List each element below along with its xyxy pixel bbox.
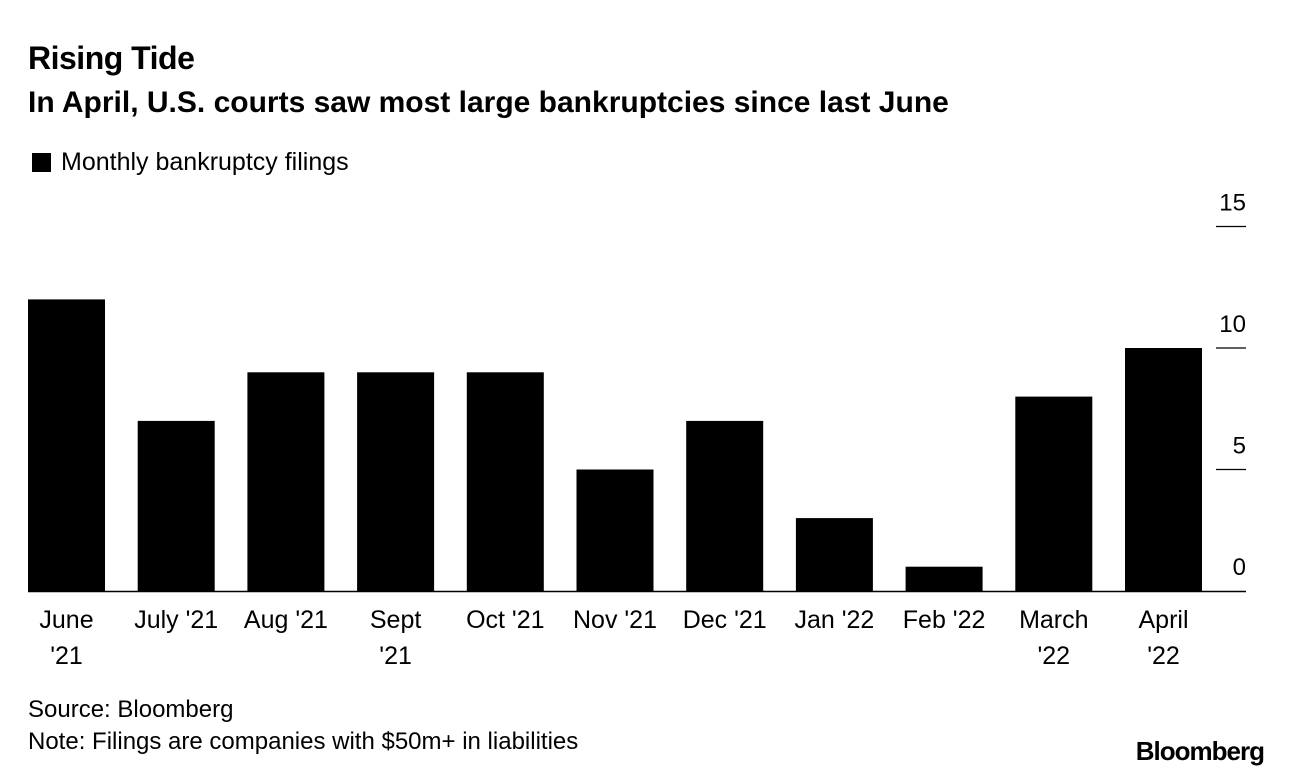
- bar-10: [1125, 348, 1202, 591]
- legend-swatch: [32, 153, 51, 172]
- liabilities-note: Note: Filings are companies with $50m+ i…: [28, 728, 579, 755]
- bar-4: [466, 372, 544, 591]
- x-tick-label-3: Sept '21: [370, 606, 421, 670]
- y-tick-label-15: 15: [1219, 190, 1246, 217]
- bar-5: [576, 469, 654, 591]
- bar-7: [795, 518, 873, 591]
- x-tick-label-2: Aug '21: [244, 606, 328, 634]
- bar-2: [247, 372, 325, 591]
- x-tick-label-1: July '21: [134, 606, 218, 634]
- y-tick-label-0: 0: [1233, 554, 1246, 581]
- x-tick-label-6: Dec '21: [683, 606, 767, 634]
- bloomberg-logo: Bloomberg: [1135, 736, 1265, 766]
- y-tick-label-5: 5: [1233, 433, 1246, 460]
- x-tick-label-7: Jan '22: [794, 606, 874, 634]
- x-tick-label-5: Nov '21: [573, 606, 657, 634]
- footer: Source: Bloomberg Note: Filings are comp…: [28, 694, 578, 758]
- bar-3: [357, 372, 435, 591]
- x-tick-label-9: March '22: [1019, 606, 1088, 670]
- bar-9: [1015, 396, 1093, 591]
- y-tick-label-10: 10: [1219, 311, 1246, 338]
- bar-chart: 0 5 10 15 June '21 July '21 Aug '21 Sept '21 Oct '…: [28, 190, 1246, 670]
- bar-0: [28, 299, 105, 591]
- chart-subtitle: In April, U.S. courts saw most large ban…: [28, 86, 949, 119]
- bar-1: [137, 420, 215, 591]
- legend-label: Monthly bankruptcy filings: [61, 148, 349, 176]
- source-note: Source: Bloomberg: [28, 696, 234, 723]
- bar-6: [686, 420, 764, 591]
- x-tick-label-10: April '22: [1138, 606, 1188, 670]
- x-tick-label-0: June '21: [39, 606, 93, 670]
- chart-title: Rising Tide: [28, 40, 195, 76]
- x-tick-label-4: Oct '21: [466, 606, 544, 634]
- x-tick-label-8: Feb '22: [903, 606, 986, 634]
- bar-8: [905, 566, 983, 591]
- legend: Monthly bankruptcy filings: [32, 148, 349, 177]
